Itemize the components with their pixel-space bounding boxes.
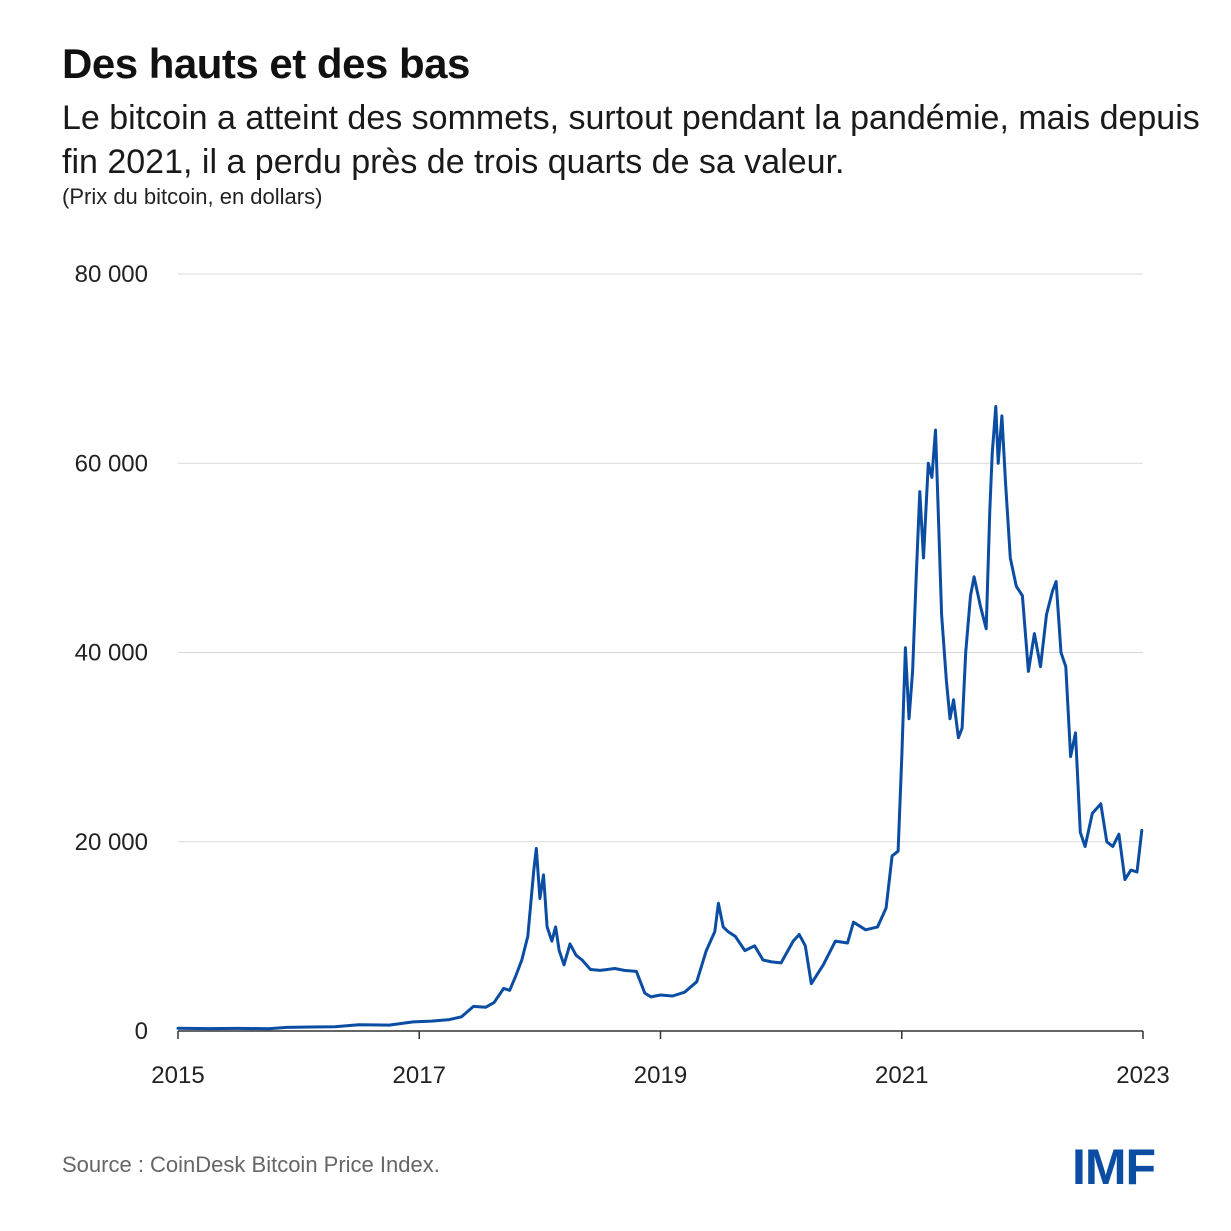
bitcoin-price-line bbox=[176, 405, 1144, 1031]
grid-lines bbox=[178, 273, 1143, 1032]
x-tick-label: 2017 bbox=[393, 1062, 446, 1089]
x-tick-label: 2015 bbox=[151, 1062, 204, 1089]
y-tick-label: 0 bbox=[135, 1018, 148, 1045]
x-tick-label: 2021 bbox=[875, 1062, 928, 1089]
unit-note: (Prix du bitcoin, en dollars) bbox=[62, 184, 323, 209]
x-tick-label: 2023 bbox=[1116, 1062, 1169, 1089]
chart-title: Des hauts et des bas bbox=[62, 40, 470, 87]
y-tick-label: 20 000 bbox=[75, 829, 148, 856]
series-layer bbox=[176, 405, 1144, 1031]
y-tick-label: 60 000 bbox=[75, 450, 148, 477]
x-tick-label: 2019 bbox=[634, 1062, 687, 1089]
y-tick-labels: 0 20 000 40 000 60 000 80 000 bbox=[75, 261, 148, 1045]
y-tick-label: 40 000 bbox=[75, 640, 148, 667]
x-tick-labels: 2015 2017 2019 2021 2023 bbox=[151, 1031, 1170, 1089]
source-note: Source : CoinDesk Bitcoin Price Index. bbox=[62, 1152, 440, 1177]
chart-subtitle: Le bitcoin a atteint des sommets, surtou… bbox=[62, 99, 1200, 181]
y-tick-label: 80 000 bbox=[75, 261, 148, 288]
imf-logo: IMF bbox=[1072, 1139, 1156, 1195]
